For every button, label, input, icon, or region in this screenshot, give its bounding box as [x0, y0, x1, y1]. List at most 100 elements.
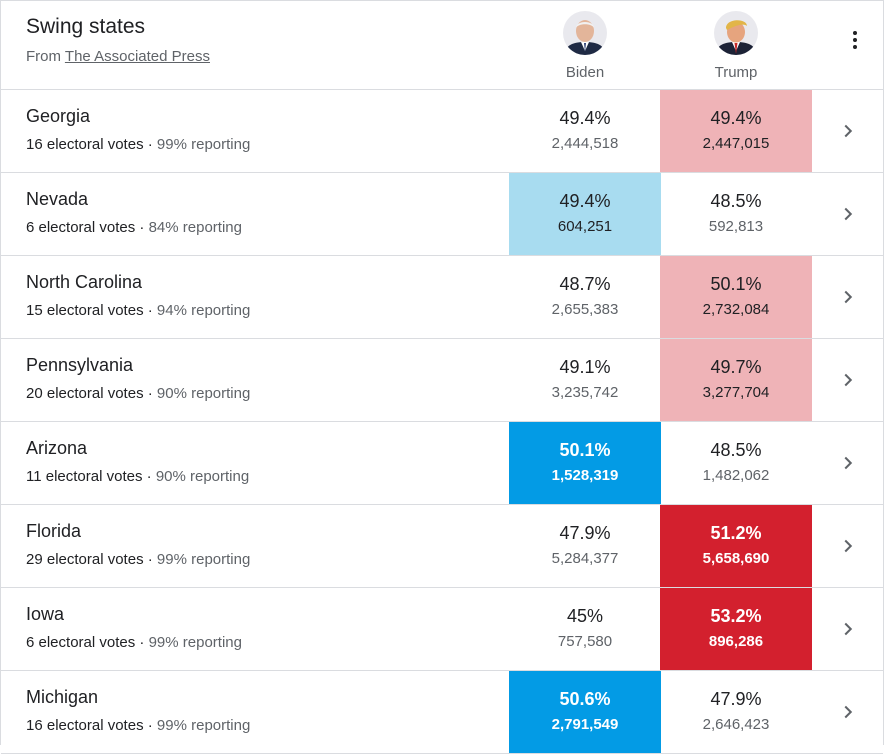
trump-result-cell: 50.1% 2,732,084 — [660, 256, 812, 338]
state-details: 6 electoral votes · 99% reporting — [26, 634, 242, 651]
biden-result-cell: 50.1% 1,528,319 — [509, 422, 661, 504]
trump-votes: 5,658,690 — [702, 550, 770, 567]
reporting-status: 99% reporting — [148, 634, 242, 651]
biden-result-cell: 47.9% 5,284,377 — [509, 505, 661, 587]
state-details: 15 electoral votes · 94% reporting — [26, 302, 250, 319]
chevron-right-icon[interactable] — [837, 203, 859, 225]
state-row[interactable]: Nevada 6 electoral votes · 84% reporting… — [1, 173, 883, 256]
state-name: Georgia — [26, 106, 91, 126]
state-details: 20 electoral votes · 90% reporting — [26, 385, 250, 402]
biden-percent: 48.7% — [559, 274, 611, 294]
state-name: Michigan — [26, 687, 99, 707]
separator-dot: · — [143, 302, 157, 319]
electoral-votes: 16 electoral votes — [26, 136, 144, 153]
chevron-right-icon[interactable] — [837, 452, 859, 474]
candidate-trump: Trump — [660, 11, 812, 81]
card-title: Swing states — [26, 15, 146, 38]
state-name: Nevada — [26, 189, 89, 209]
state-details: 16 electoral votes · 99% reporting — [26, 136, 250, 153]
source-prefix: From — [26, 48, 61, 65]
electoral-votes: 6 electoral votes — [26, 219, 136, 236]
source-line: From The Associated Press — [26, 48, 210, 65]
state-row[interactable]: Michigan 16 electoral votes · 99% report… — [1, 671, 883, 754]
reporting-status: 99% reporting — [156, 136, 251, 153]
trump-votes: 2,447,015 — [702, 135, 770, 152]
trump-percent: 48.5% — [710, 191, 762, 211]
electoral-votes: 6 electoral votes — [26, 634, 136, 651]
biden-percent: 47.9% — [559, 523, 611, 543]
biden-votes: 5,284,377 — [551, 550, 619, 567]
electoral-votes: 20 electoral votes — [26, 385, 144, 402]
more-vert-icon[interactable] — [843, 25, 867, 55]
separator-dot: · — [135, 219, 149, 236]
trump-percent: 53.2% — [710, 606, 762, 626]
trump-votes: 1,482,062 — [702, 467, 770, 484]
reporting-status: 90% reporting — [156, 385, 251, 402]
state-row[interactable]: Pennsylvania 20 electoral votes · 90% re… — [1, 339, 883, 422]
reporting-status: 99% reporting — [156, 717, 251, 734]
candidate-biden: Biden — [509, 11, 661, 81]
chevron-right-icon[interactable] — [837, 120, 859, 142]
reporting-status: 94% reporting — [156, 302, 251, 319]
electoral-votes: 16 electoral votes — [26, 717, 144, 734]
biden-percent: 49.1% — [559, 357, 611, 377]
biden-votes: 757,580 — [557, 633, 613, 650]
chevron-right-icon[interactable] — [837, 618, 859, 640]
trump-result-cell: 48.5% 1,482,062 — [660, 422, 812, 504]
biden-result-cell: 45% 757,580 — [509, 588, 661, 670]
biden-result-cell: 49.4% 604,251 — [509, 173, 661, 255]
chevron-right-icon[interactable] — [837, 369, 859, 391]
separator-dot: · — [135, 634, 149, 651]
separator-dot: · — [143, 551, 157, 568]
trump-percent: 47.9% — [710, 689, 762, 709]
biden-percent: 50.1% — [559, 440, 611, 460]
state-name: Pennsylvania — [26, 355, 134, 375]
trump-percent: 51.2% — [710, 523, 762, 543]
electoral-votes: 15 electoral votes — [26, 302, 144, 319]
biden-percent: 49.4% — [559, 191, 611, 211]
state-name: Arizona — [26, 438, 88, 458]
trump-avatar-icon — [714, 11, 758, 55]
reporting-status: 84% reporting — [148, 219, 242, 236]
chevron-right-icon[interactable] — [837, 286, 859, 308]
trump-result-cell: 47.9% 2,646,423 — [660, 671, 812, 753]
trump-votes: 2,646,423 — [702, 716, 770, 733]
biden-result-cell: 49.1% 3,235,742 — [509, 339, 661, 421]
trump-result-cell: 48.5% 592,813 — [660, 173, 812, 255]
electoral-votes: 11 electoral votes — [26, 468, 143, 485]
biden-votes: 2,655,383 — [551, 301, 619, 318]
biden-votes: 2,791,549 — [551, 716, 619, 733]
state-row[interactable]: Florida 29 electoral votes · 99% reporti… — [1, 505, 883, 588]
trump-votes: 2,732,084 — [702, 301, 770, 318]
separator-dot: · — [143, 136, 157, 153]
biden-percent: 49.4% — [559, 108, 611, 128]
biden-percent: 45% — [566, 606, 604, 626]
source-link[interactable]: The Associated Press — [64, 48, 210, 65]
trump-percent: 48.5% — [710, 440, 762, 460]
state-row[interactable]: Iowa 6 electoral votes · 99% reporting 4… — [1, 588, 883, 671]
trump-result-cell: 53.2% 896,286 — [660, 588, 812, 670]
card-header: Swing states From The Associated Press B… — [1, 1, 883, 90]
reporting-status: 90% reporting — [155, 468, 250, 485]
state-row[interactable]: North Carolina 15 electoral votes · 94% … — [1, 256, 883, 339]
reporting-status: 99% reporting — [156, 551, 251, 568]
state-details: 16 electoral votes · 99% reporting — [26, 717, 250, 734]
trump-result-cell: 49.7% 3,277,704 — [660, 339, 812, 421]
state-row[interactable]: Arizona 11 electoral votes · 90% reporti… — [1, 422, 883, 505]
state-name: North Carolina — [26, 272, 143, 292]
biden-votes: 1,528,319 — [551, 467, 619, 484]
state-row[interactable]: Georgia 16 electoral votes · 99% reporti… — [1, 90, 883, 173]
trump-percent: 50.1% — [710, 274, 762, 294]
state-details: 6 electoral votes · 84% reporting — [26, 219, 242, 236]
state-rows: Georgia 16 electoral votes · 99% reporti… — [1, 90, 883, 754]
trump-result-cell: 51.2% 5,658,690 — [660, 505, 812, 587]
separator-dot: · — [143, 717, 157, 734]
trump-percent: 49.7% — [710, 357, 762, 377]
chevron-right-icon[interactable] — [837, 535, 859, 557]
chevron-right-icon[interactable] — [837, 701, 859, 723]
electoral-votes: 29 electoral votes — [26, 551, 144, 568]
biden-result-cell: 48.7% 2,655,383 — [509, 256, 661, 338]
biden-votes: 2,444,518 — [551, 135, 619, 152]
trump-votes: 592,813 — [708, 218, 764, 235]
